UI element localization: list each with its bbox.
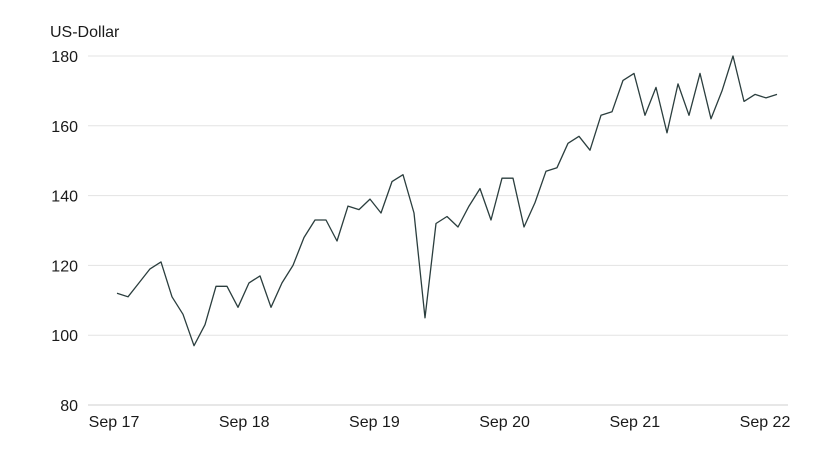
y-tick-label: 100 xyxy=(51,328,78,345)
y-tick-label: 140 xyxy=(51,189,78,206)
y-axis-ticks: 80 100 120 140 160 180 xyxy=(51,49,78,415)
y-axis-title: US-Dollar xyxy=(50,24,120,41)
y-tick-label: 180 xyxy=(51,49,78,66)
price-line xyxy=(116,55,778,347)
x-tick-label: Sep 20 xyxy=(479,414,530,431)
x-tick-label: Sep 18 xyxy=(219,414,270,431)
x-tick-label: Sep 19 xyxy=(349,414,400,431)
y-tick-label: 160 xyxy=(51,119,78,136)
x-axis-ticks: Sep 17 Sep 18 Sep 19 Sep 20 Sep 21 Sep 22 xyxy=(89,414,791,431)
gridlines xyxy=(88,55,788,406)
x-tick-label: Sep 17 xyxy=(89,414,140,431)
x-tick-label: Sep 22 xyxy=(740,414,791,431)
y-tick-label: 120 xyxy=(51,258,78,275)
y-tick-label: 80 xyxy=(60,398,78,415)
x-tick-label: Sep 21 xyxy=(609,414,660,431)
